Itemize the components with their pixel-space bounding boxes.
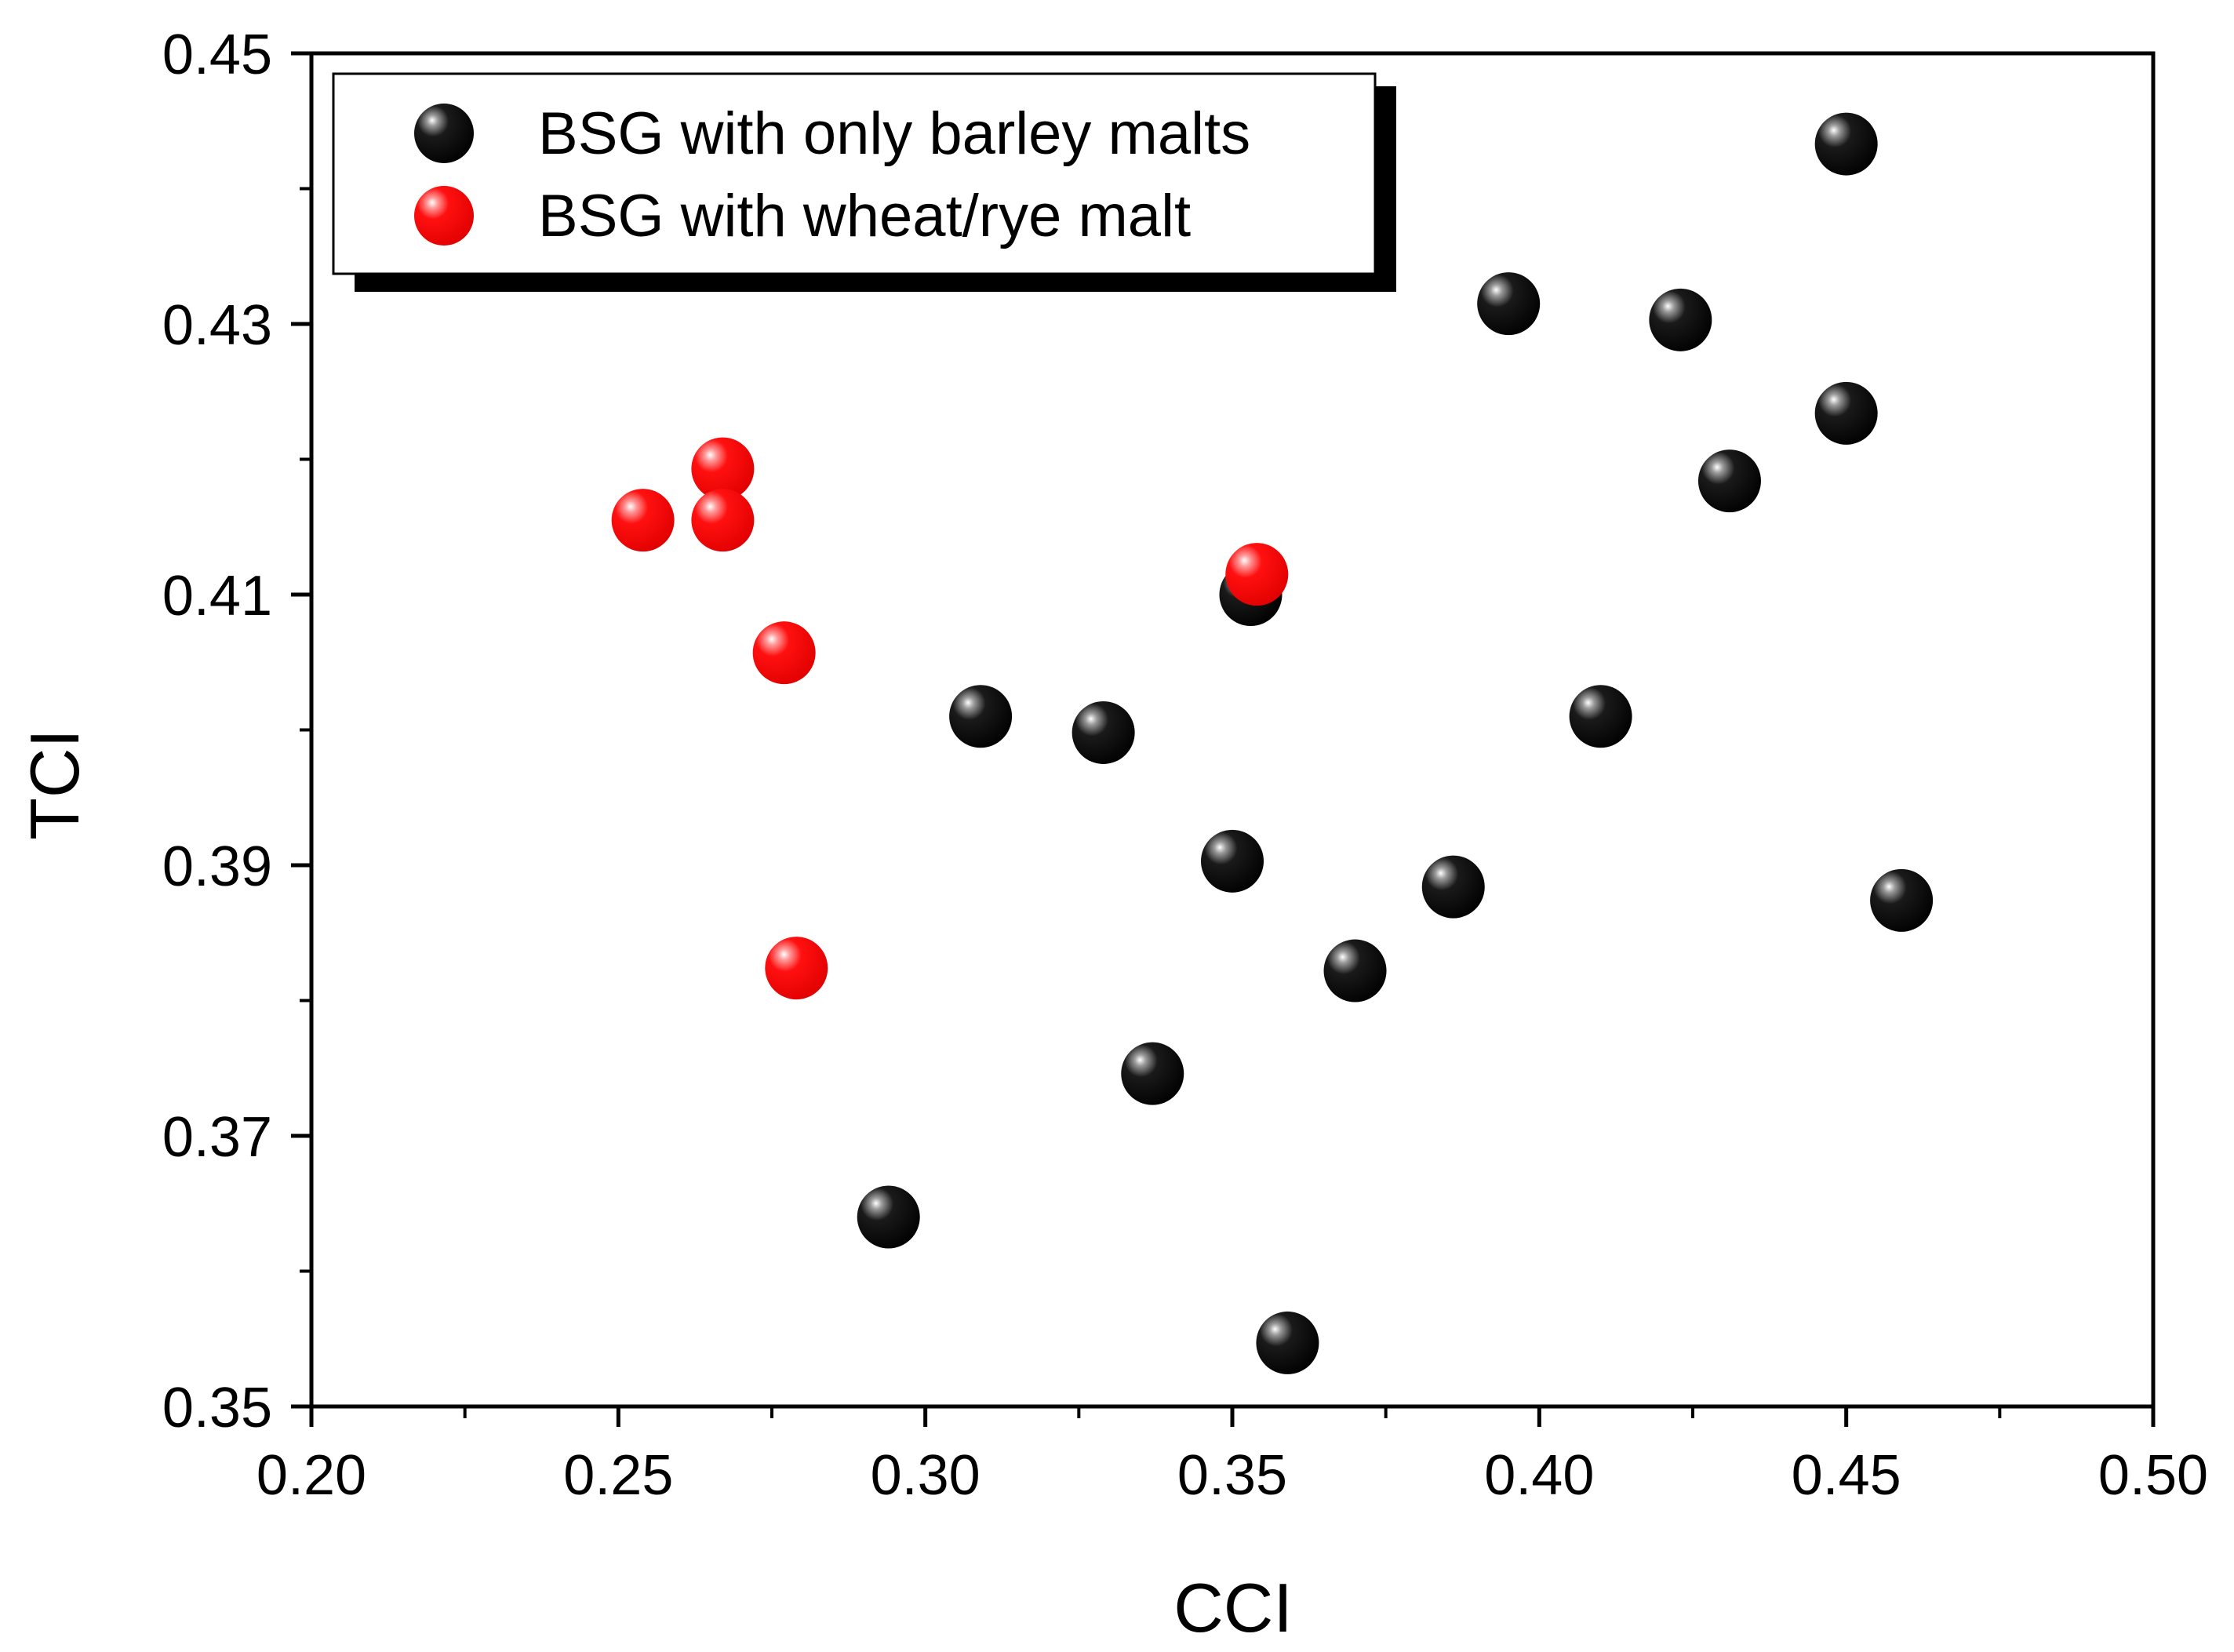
points-layer	[611, 112, 1934, 1374]
x-axis-title: CCI	[1173, 1569, 1293, 1647]
barley-data-point	[1421, 855, 1485, 919]
x-tick-label: 0.20	[257, 1444, 366, 1507]
y-tick-label: 0.39	[162, 835, 272, 898]
barley-data-point	[1814, 381, 1878, 445]
barley-data-point	[1870, 868, 1934, 932]
y-axis-title: TCI	[16, 729, 93, 840]
barley-data-point	[1649, 288, 1712, 351]
x-tick-label: 0.45	[1792, 1444, 1901, 1507]
axes-layer: 0.20 0.25 0.30 0.35 0.40 0.45 0.50 0.35 0.37 0.39…	[162, 24, 2208, 1507]
barley-data-point	[1201, 829, 1264, 893]
barley-data-point	[1072, 700, 1135, 764]
x-tick-label: 0.30	[871, 1444, 981, 1507]
legend-label-barley: BSG with only barley malts	[538, 100, 1250, 167]
wheat-rye-data-point	[611, 489, 675, 552]
y-tick-label: 0.45	[162, 24, 272, 86]
legend: BSG with only barley malts BSG with whea…	[332, 72, 1396, 292]
y-tick-label: 0.43	[162, 294, 272, 357]
barley-data-point	[1569, 685, 1632, 748]
barley-data-point	[949, 685, 1013, 748]
barley-data-point	[857, 1185, 920, 1249]
barley-data-point	[1256, 1311, 1319, 1374]
wheat-rye-data-point	[1225, 543, 1289, 606]
wheat-rye-data-point	[765, 937, 828, 1000]
y-tick-label: 0.35	[162, 1377, 272, 1439]
y-tick-label: 0.37	[162, 1106, 272, 1169]
legend-label-wheat-rye: BSG with wheat/rye malt	[538, 183, 1191, 249]
x-tick-label: 0.40	[1484, 1444, 1594, 1507]
barley-data-point	[1121, 1042, 1184, 1105]
legend-box	[332, 72, 1377, 275]
y-tick-label: 0.41	[162, 565, 272, 628]
wheat-rye-data-point	[691, 437, 755, 500]
legend-marker-barley	[414, 104, 474, 163]
wheat-rye-data-point	[752, 621, 816, 685]
x-tick-label: 0.50	[2098, 1444, 2208, 1507]
barley-data-point	[1477, 272, 1541, 336]
legend-marker-wheat-rye	[414, 186, 474, 246]
x-tick-label: 0.25	[563, 1444, 673, 1507]
barley-data-point	[1323, 939, 1387, 1002]
x-tick-label: 0.35	[1177, 1444, 1287, 1507]
wheat-rye-data-point	[691, 489, 755, 552]
barley-data-point	[1697, 449, 1761, 513]
barley-data-point	[1814, 112, 1878, 176]
